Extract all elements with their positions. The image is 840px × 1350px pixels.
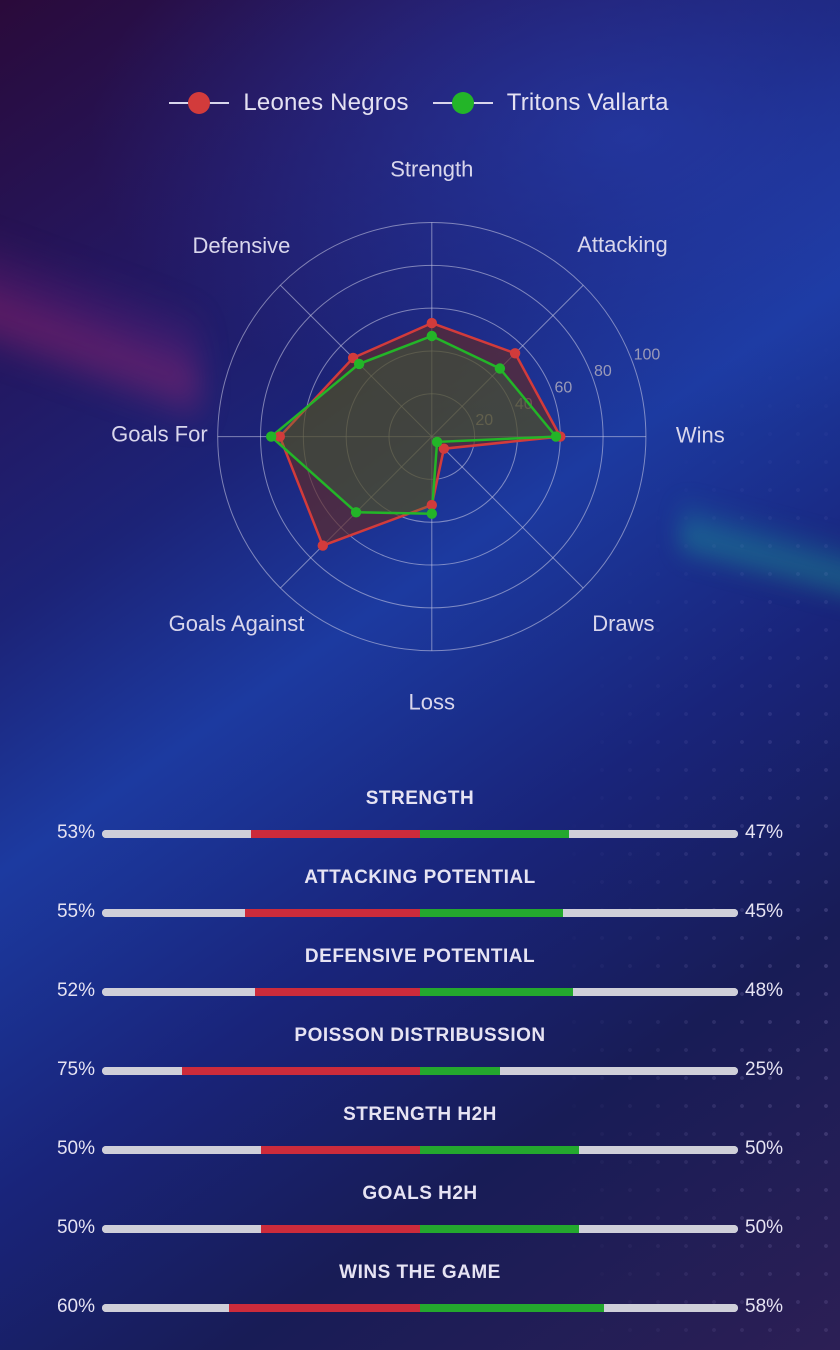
svg-text:80: 80 — [594, 363, 612, 380]
svg-text:60: 60 — [555, 379, 573, 396]
svg-text:Loss: Loss — [409, 690, 455, 715]
svg-text:Draws: Draws — [592, 611, 654, 636]
svg-text:Goals For: Goals For — [111, 422, 208, 447]
svg-text:Wins: Wins — [676, 423, 725, 448]
svg-text:100: 100 — [634, 347, 661, 364]
svg-text:Defensive: Defensive — [193, 233, 291, 258]
svg-text:Goals Against: Goals Against — [169, 611, 305, 636]
svg-text:Attacking: Attacking — [577, 232, 668, 257]
svg-text:Strength: Strength — [390, 157, 473, 182]
